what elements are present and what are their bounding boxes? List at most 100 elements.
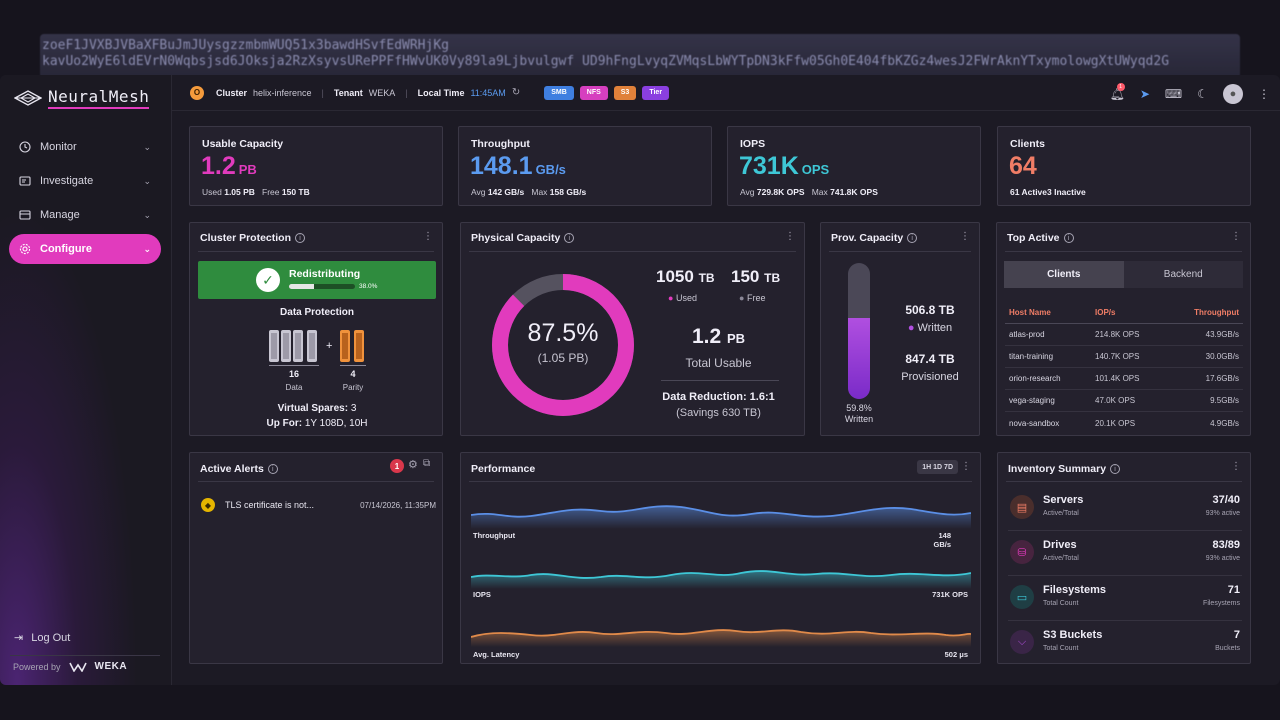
logo[interactable]: NeuralMesh	[14, 87, 150, 109]
sidebar: NeuralMesh Monitor ⌄ Investigate ⌄ Manag…	[0, 75, 172, 685]
divider	[10, 655, 160, 656]
drive-layout-icon	[269, 330, 364, 362]
cell-host: vega-staging	[1009, 396, 1055, 405]
used-value: 1050	[656, 267, 694, 286]
inventory-row-servers[interactable]: ▤ Servers Active/Total 37/40 93% active	[1008, 488, 1242, 528]
sidebar-item-investigate[interactable]: Investigate ⌄	[9, 166, 161, 196]
tenant-value[interactable]: WEKA	[368, 87, 396, 98]
active-clients: 61 Active	[1010, 187, 1048, 197]
avatar[interactable]: ●	[1223, 84, 1243, 104]
inventory-name: Filesystems	[1043, 584, 1106, 596]
used-dot: ●	[668, 293, 674, 303]
parity-label: Parity	[342, 383, 364, 392]
prov-percent-label: Written	[844, 414, 874, 424]
info-icon[interactable]: i	[1063, 233, 1074, 243]
kpi-usable-capacity: Usable Capacity 1.2 PB Used 1.05 PB Free …	[189, 126, 443, 206]
notification-badge: 1	[1116, 83, 1125, 91]
info-icon[interactable]: i	[267, 464, 278, 474]
sidebar-item-monitor[interactable]: Monitor ⌄	[9, 132, 161, 162]
bell-icon[interactable]: 🔔︎ 1	[1109, 83, 1125, 101]
info-icon[interactable]: i	[564, 233, 575, 243]
inventory-row-s3-buckets[interactable]: ⌵ S3 Buckets Total Count 7 Buckets	[1008, 623, 1242, 663]
tab-backend[interactable]: Backend	[1163, 269, 1203, 280]
divider	[1005, 251, 1242, 252]
logout-button[interactable]: ⇥ Log Out	[14, 631, 71, 645]
data-count: 16	[288, 369, 299, 379]
cell-host: orion-research	[1009, 374, 1061, 383]
virtual-spares-label: Virtual Spares:	[277, 403, 349, 414]
col-throughput[interactable]: Throughput	[1194, 308, 1239, 317]
redistribution-status: ✓ Redistributing 38.0%	[198, 261, 436, 299]
kpi-unit: GB/s	[535, 162, 566, 177]
gear-icon[interactable]: ⚙	[408, 459, 418, 471]
cell-throughput: 17.6GB/s	[1205, 374, 1239, 383]
more-icon[interactable]: ⋮	[961, 461, 971, 472]
kpi-value: 148.1 GB/s	[470, 152, 566, 181]
cell-iops: 140.7K OPS	[1095, 352, 1140, 361]
logout-label: Log Out	[31, 631, 71, 644]
prov-percent: 59.8%	[846, 403, 872, 413]
cluster-label: Cluster	[216, 87, 248, 98]
info-icon[interactable]: i	[1110, 464, 1121, 474]
protocol-chip-nfs[interactable]: NFS	[579, 85, 608, 100]
kpi-number: 148.1	[470, 152, 533, 180]
more-icon[interactable]: ⋮	[423, 231, 433, 242]
table-row[interactable]: nova-sandbox 20.1K OPS 4.9GB/s	[1005, 412, 1243, 434]
info-icon[interactable]: i	[295, 233, 306, 243]
inventory-value: 83/89	[1212, 539, 1240, 551]
cursor-icon[interactable]: ➤	[1139, 87, 1150, 101]
sidebar-item-label: Investigate	[40, 175, 94, 187]
kpi-value: 64	[1009, 152, 1037, 180]
free-label: Free	[746, 293, 766, 303]
sidebar-item-configure[interactable]: Configure ⌄	[9, 234, 161, 264]
more-icon[interactable]: ⋮	[1258, 87, 1270, 101]
table-row[interactable]: atlas-prod 214.8K OPS 43.9GB/s	[1005, 324, 1243, 346]
weka-logo-icon	[68, 662, 87, 672]
more-icon[interactable]: ⋮	[960, 231, 970, 242]
more-icon[interactable]: ⋮	[1231, 461, 1241, 472]
protocol-chip-tier[interactable]: Tier	[642, 85, 670, 100]
data-reduction: Data Reduction: 1.6:1	[662, 391, 775, 403]
more-icon[interactable]: ⋮	[785, 231, 795, 242]
check-icon: ✓	[256, 268, 280, 292]
org-avatar[interactable]: O	[190, 85, 204, 100]
cell-iops: 20.1K OPS	[1095, 418, 1136, 428]
progress-fill	[289, 284, 315, 289]
written-dot: ●	[907, 322, 915, 334]
col-iops[interactable]: IOP/s	[1095, 308, 1116, 317]
cluster-value[interactable]: helix-inference	[253, 87, 312, 98]
sidebar-nav: Monitor ⌄ Investigate ⌄ Manage ⌄ Configu…	[9, 132, 161, 268]
kpi-unit: OPS	[801, 162, 830, 177]
protocol-chip-smb[interactable]: SMB	[544, 85, 574, 100]
alert-item[interactable]: ◆ TLS certificate is not... 07/14/2026, …	[200, 495, 436, 515]
tab-clients[interactable]: Clients	[1004, 261, 1124, 288]
table-row[interactable]: vega-staging 47.0K OPS 9.5GB/s	[1005, 390, 1243, 412]
refresh-icon[interactable]: ↻	[511, 87, 521, 98]
redistribution-progress	[289, 284, 355, 289]
cell-iops: 214.8K OPS	[1095, 330, 1140, 339]
external-link-icon[interactable]: ⧉	[423, 458, 431, 469]
terminal-icon[interactable]: ⌨	[1164, 87, 1183, 101]
savings: (Savings 630 TB)	[676, 407, 761, 419]
chevron-down-icon: ⌄	[143, 141, 151, 152]
kpi-value: 731K OPS	[739, 152, 829, 181]
tenant-label: Tenant	[333, 87, 363, 98]
latency-label: Avg. Latency	[473, 650, 520, 659]
logo-text: NeuralMesh	[48, 87, 150, 109]
info-icon[interactable]: i	[907, 233, 918, 243]
time-range-selector[interactable]: 1H 1D 7D	[917, 460, 958, 474]
sidebar-item-manage[interactable]: Manage ⌄	[9, 200, 161, 230]
inventory-row-drives[interactable]: ⛁ Drives Active/Total 83/89 93% active	[1008, 533, 1242, 573]
card-title-text: Cluster Protection	[200, 232, 292, 244]
more-icon[interactable]: ⋮	[1231, 231, 1241, 242]
table-row[interactable]: orion-research 101.4K OPS 17.6GB/s	[1005, 368, 1243, 390]
moon-icon[interactable]: ☾	[1197, 87, 1208, 101]
plus-sign: +	[326, 340, 333, 352]
inventory-row-filesystems[interactable]: ▭ Filesystems Total Count 71 Filesystems	[1008, 578, 1242, 618]
col-host[interactable]: Host Name	[1009, 308, 1051, 317]
table-row[interactable]: titan-training 140.7K OPS 30.0GB/s	[1005, 346, 1243, 368]
free-value: 150	[731, 267, 760, 286]
prov-capacity-card: Prov. Capacity i ⋮ 59.8% Written 506.8 TB…	[820, 222, 980, 436]
protocol-chip-s3[interactable]: S3	[613, 85, 637, 100]
warning-icon: ◆	[201, 498, 215, 512]
